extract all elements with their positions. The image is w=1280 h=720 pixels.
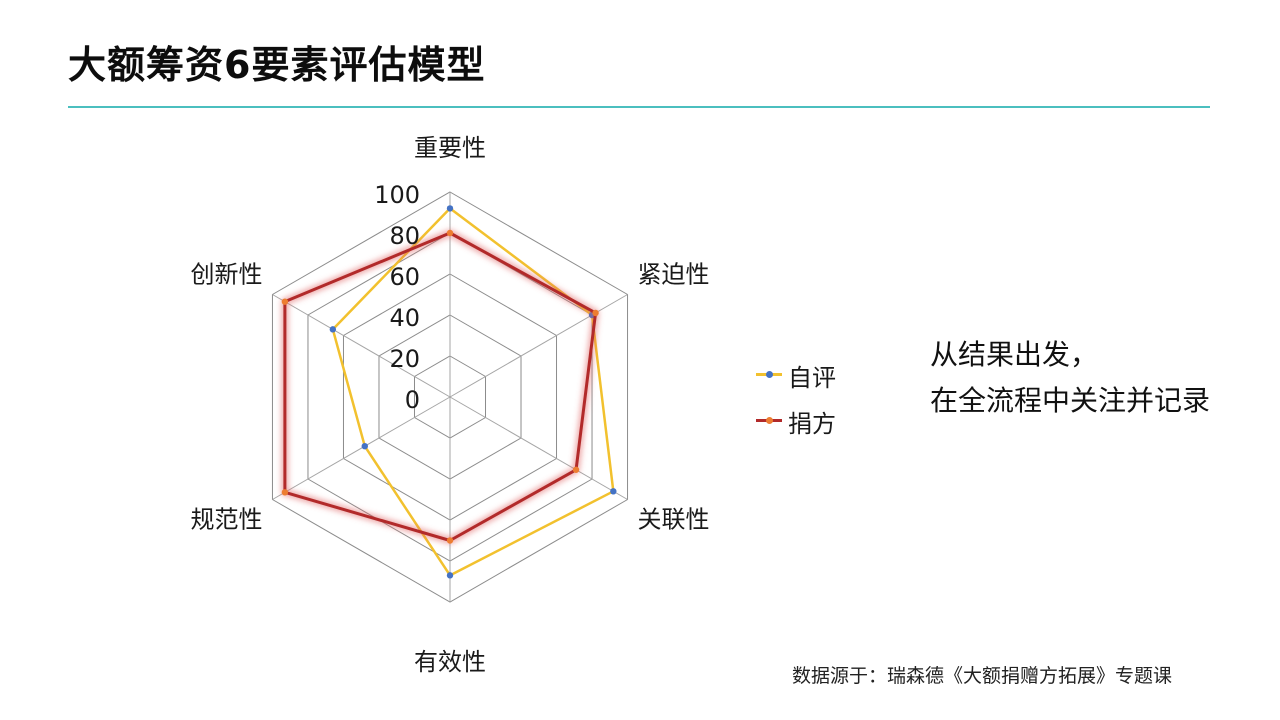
legend-item-self: 自评 — [756, 352, 836, 398]
source-note: 数据源于：瑞森德《大额捐赠方拓展》专题课 — [792, 665, 1173, 687]
tick-label: 40 — [389, 304, 420, 332]
legend-swatch-self — [756, 365, 782, 385]
chart-legend: 自评 捐方 — [756, 352, 836, 444]
page-title: 大额筹资6要素评估模型 — [68, 43, 486, 87]
data-point-donor — [446, 537, 454, 544]
tick-label: 20 — [389, 345, 420, 373]
notes-line-2: 在全流程中关注并记录 — [930, 384, 1211, 417]
tick-label: 80 — [389, 222, 420, 250]
category-label: 紧迫性 — [638, 261, 710, 289]
data-point-donor — [446, 229, 454, 237]
tick-label: 100 — [374, 181, 420, 209]
grid-spoke — [272, 396, 451, 500]
data-point-self — [446, 572, 454, 579]
tick-label: 0 — [405, 386, 420, 414]
category-label: 创新性 — [190, 261, 262, 289]
data-point-self — [610, 488, 617, 495]
data-point-donor — [281, 298, 289, 305]
category-label: 重要性 — [414, 134, 486, 162]
category-label: 规范性 — [190, 506, 262, 534]
category-label: 关联性 — [638, 506, 710, 534]
data-point-self — [361, 443, 368, 450]
legend-label-self: 自评 — [788, 363, 836, 392]
title-divider — [68, 106, 1210, 108]
data-point-donor — [592, 309, 599, 317]
grid-spoke — [272, 294, 451, 398]
notes-line-1: 从结果出发， — [930, 338, 1099, 371]
data-point-self — [446, 205, 454, 212]
category-label: 有效性 — [414, 648, 486, 676]
notes-block: 从结果出发， 在全流程中关注并记录 — [930, 332, 1210, 424]
legend-label-donor: 捐方 — [788, 409, 836, 438]
grid-spoke — [449, 396, 628, 500]
legend-item-donor: 捐方 — [756, 398, 836, 444]
legend-swatch-donor — [756, 411, 782, 431]
data-point-self — [329, 326, 337, 333]
data-point-donor — [572, 466, 580, 473]
data-point-donor — [281, 489, 289, 496]
tick-label: 60 — [389, 263, 420, 291]
